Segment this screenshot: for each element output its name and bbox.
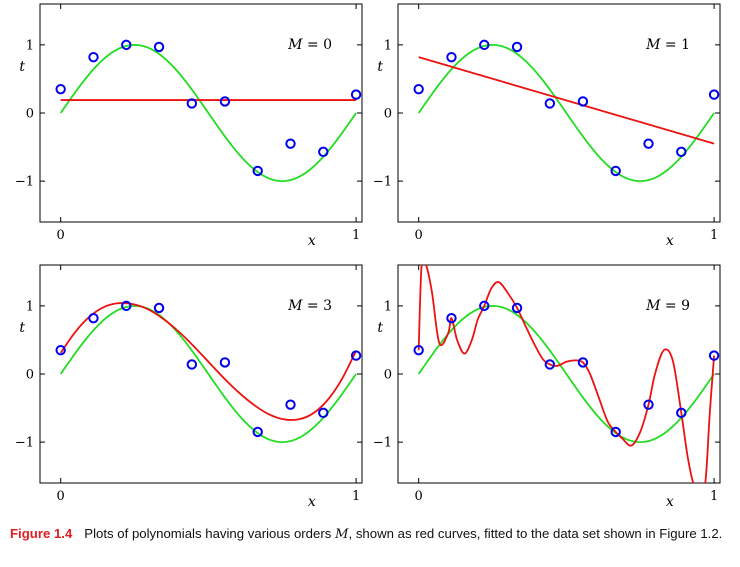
data-point [350,350,362,361]
x-axis-label: x [308,233,316,249]
data-point [643,138,654,149]
data-point [544,359,556,370]
x-axis-label: x [308,494,316,510]
data-point [88,312,99,324]
data-point [219,357,231,368]
data-point [285,399,296,410]
fitted-curve [59,302,357,421]
curves [417,265,715,483]
data-point [413,83,424,95]
data-point [708,89,720,100]
caption-variable: M [334,527,349,542]
x-tick-label: 0 [57,228,65,243]
data-point [676,146,687,158]
data-point [577,357,589,368]
data-point [708,350,720,361]
order-label: M = 9 [645,298,690,314]
x-tick-label: 0 [415,489,423,504]
true-curve [417,43,715,183]
data-point [511,302,523,314]
x-tick-label: 1 [710,228,718,243]
data-point [186,98,198,109]
data-point [252,426,263,438]
caption-text-end: , shown as red curves, fitted to the dat… [348,526,723,541]
y-tick-label: −1 [373,175,392,190]
data-point [285,138,296,149]
order-label: M = 3 [287,298,332,314]
y-tick-label: 1 [384,38,392,53]
data-point [479,39,490,51]
x-tick-label: 0 [415,228,423,243]
x-tick-label: 1 [352,489,360,504]
true-curve [59,304,357,444]
y-tick-label: −1 [15,436,34,451]
data-point [446,312,457,324]
data-point [318,407,329,419]
caption-text-start: Plots of polynomials having various orde… [84,526,335,541]
data-point [577,96,589,107]
fitted-curve [417,265,715,483]
true-curve [417,304,715,444]
y-tick-label: −1 [373,436,392,451]
x-tick-label: 1 [352,228,360,243]
data-point [610,165,621,177]
y-tick-label: 0 [26,107,34,122]
y-axis-label: t [19,320,25,336]
fitted-curve [418,56,715,145]
data-point [55,344,66,356]
curves [59,43,357,183]
y-tick-label: 0 [384,368,392,383]
data-point [121,39,132,51]
x-axis-label: x [666,233,674,249]
data-point [186,359,198,370]
y-tick-label: −1 [15,175,34,190]
data-point [252,165,263,177]
y-axis-label: t [377,320,383,336]
x-tick-label: 1 [710,489,718,504]
chart-panel: 0 1 −1 0 1 x t M = 3 [15,264,363,510]
data-point [121,300,132,312]
order-label: M = 0 [287,37,332,53]
data-point [511,41,523,53]
x-tick-label: 0 [57,489,65,504]
data-point [479,300,490,312]
chart-panel: 0 1 −1 0 1 x t M = 1 [373,3,721,249]
data-point [610,426,621,438]
data-point [413,344,424,356]
data-point [88,51,99,63]
data-point [446,51,457,63]
y-axis-label: t [377,59,383,75]
y-tick-label: 1 [26,299,34,314]
curves [59,302,357,444]
chart-panel: 0 1 −1 0 1 x t M = 0 [15,3,363,249]
curves [417,43,715,183]
y-tick-label: 0 [26,368,34,383]
y-tick-label: 1 [384,299,392,314]
data-point [643,399,654,410]
data-point [153,41,165,53]
data-point [544,98,556,109]
chart-panel: 0 1 −1 0 1 x t M = 9 [373,264,721,510]
true-curve [59,43,357,183]
data-point [55,83,66,95]
y-tick-label: 1 [26,38,34,53]
data-point [318,146,329,158]
order-label: M = 1 [645,37,690,53]
data-point [153,302,165,314]
y-axis-label: t [19,59,25,75]
data-point [219,96,231,107]
y-tick-label: 0 [384,107,392,122]
data-point [350,89,362,100]
caption-figure-number: Figure 1.4 [10,526,73,541]
figure-caption: Figure 1.4 Plots of polynomials having va… [10,525,730,543]
data-point [676,407,687,419]
x-axis-label: x [666,494,674,510]
